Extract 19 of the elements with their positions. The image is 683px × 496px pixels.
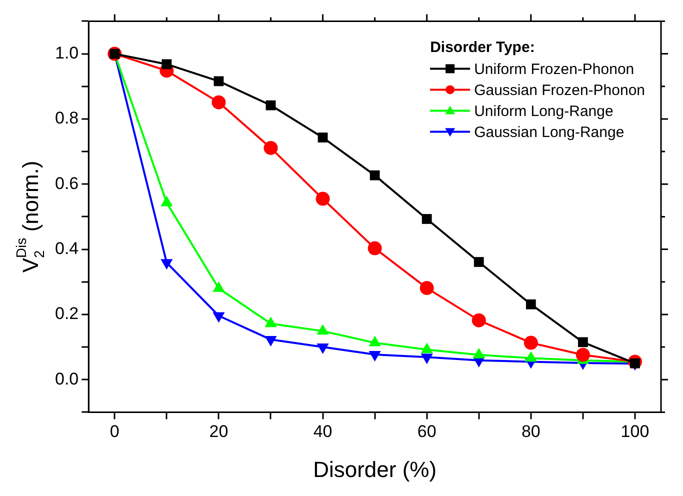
y-tick-label: 0.4 [54, 238, 79, 258]
legend-label: Uniform Long-Range [474, 102, 614, 120]
x-tick-label: 0 [110, 422, 120, 442]
text: 1.0 [54, 43, 79, 62]
x-tick-label: 60 [417, 422, 436, 442]
text: 0.0 [54, 369, 79, 388]
x-tick-label: 100 [620, 422, 650, 442]
x-tick-label: 80 [521, 422, 540, 442]
x-axis-title: Disorder (%) [313, 456, 437, 482]
legend-label: Gaussian Long-Range [474, 124, 624, 141]
y-tick-label: 0.6 [54, 174, 79, 193]
legend-label: Uniform Frozen-Phonon [474, 60, 634, 78]
x-tick-label: 20 [209, 422, 228, 442]
legend-label: Gaussian Frozen-Phonon [474, 82, 646, 99]
y-tick-label: 0.8 [54, 108, 79, 128]
y-tick-label: 0.2 [54, 304, 79, 324]
legend-title: Disorder Type: [430, 38, 535, 56]
x-tick-label: 40 [313, 422, 332, 442]
y-axis-title: V2Dis (norm.) [12, 160, 47, 273]
